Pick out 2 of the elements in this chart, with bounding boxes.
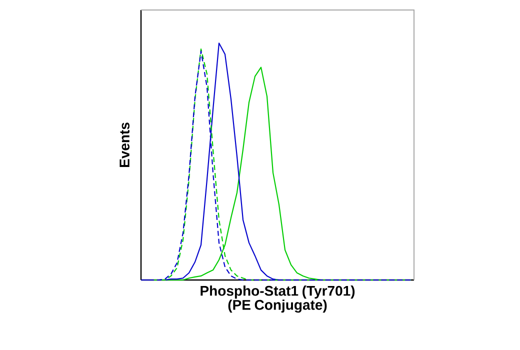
x-axis-title: Phospho-Stat1 (Tyr701) (PE Conjugate): [200, 286, 355, 313]
y-axis-title: Events: [120, 122, 130, 168]
